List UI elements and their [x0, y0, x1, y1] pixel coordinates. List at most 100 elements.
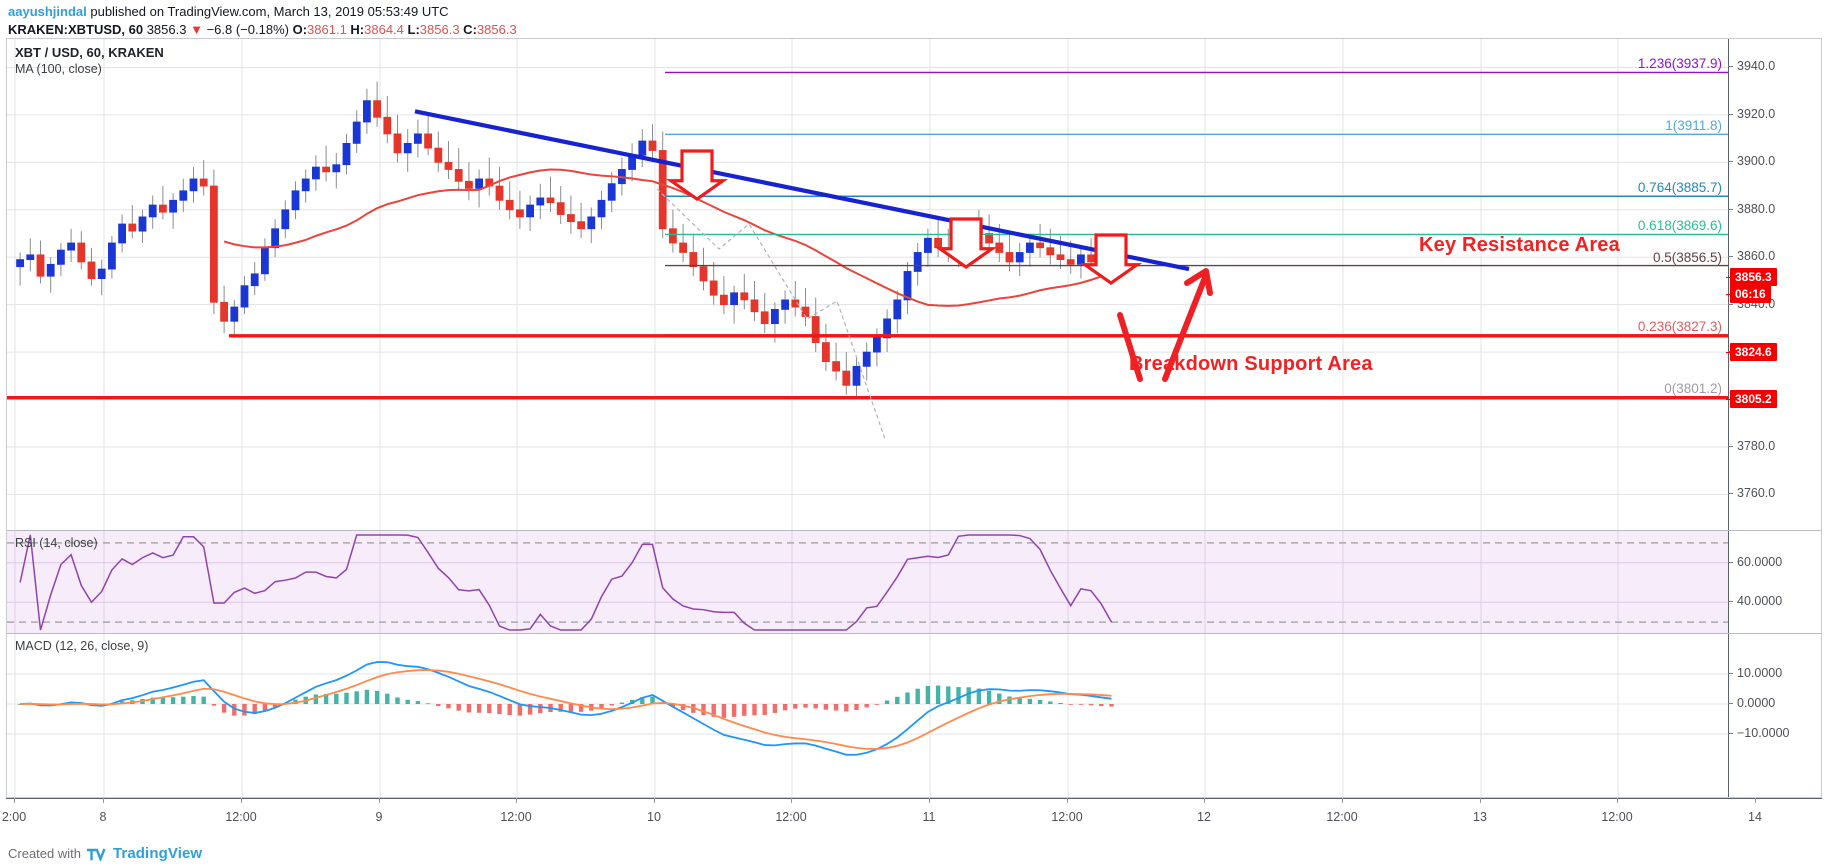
price-axis-macd[interactable]: 10.0000 0.0000 −10.0000 [1728, 633, 1821, 799]
tick-mark [1728, 113, 1733, 115]
time-tick [1204, 798, 1205, 803]
tick-mark [1728, 303, 1733, 305]
rsi-pane[interactable] [7, 530, 1728, 633]
price-tick-label: 3760.0 [1737, 486, 1776, 501]
macd-chart-svg[interactable] [7, 634, 1728, 797]
time-tick-label: 9 [375, 810, 383, 824]
close-label: C: [459, 22, 477, 37]
macd-pane[interactable] [7, 633, 1728, 797]
time-tick [791, 798, 792, 803]
tick-mark [1728, 161, 1733, 163]
tick-mark [1728, 703, 1733, 704]
published-text: published on TradingView.com, March 13, … [86, 4, 449, 19]
price-badge[interactable]: 3856.3 [1726, 268, 1777, 286]
price-tick-label: 3900.0 [1737, 154, 1776, 169]
fib-level-label: 0(3801.2) [1664, 380, 1722, 396]
price-axis[interactable]: 3940.03920.03900.03880.03860.03840.03820… [1726, 39, 1821, 799]
tick-mark [1728, 256, 1733, 258]
time-tick-label: 14 [1748, 810, 1762, 824]
rsi-tick-label: 60.0000 [1737, 554, 1783, 569]
time-tick [654, 798, 655, 803]
tradingview-logo-icon[interactable] [86, 847, 107, 861]
fib-level-label: 0.618(3869.6) [1637, 218, 1722, 234]
symbol-ohlc-line: KRAKEN:XBTUSD, 60 3856.3 ▼ −6.8 (−0.18%)… [8, 22, 517, 38]
last-price: 3856.3 [146, 22, 187, 37]
time-tick [1342, 798, 1343, 803]
chart-annotation: Key Resistance Area [1419, 234, 1620, 256]
tick-mark [1728, 66, 1733, 68]
time-tick-label: 13 [1473, 810, 1487, 824]
down-arrow-icon: ▼ [190, 22, 203, 37]
time-axis[interactable]: 2:00 8 12:00 9 12:00 10 12:00 11 12:00 12 12:00 13 1… [2, 798, 1822, 828]
chart-header: aayushjindal published on TradingView.co… [8, 4, 517, 38]
macd-tick-label: −10.0000 [1737, 726, 1790, 740]
chart-annotation: Breakdown Support Area [1129, 353, 1373, 375]
fib-level-label: 0.236(3827.3) [1637, 318, 1722, 334]
publisher-line: aayushjindal published on TradingView.co… [8, 4, 517, 20]
time-tick [1755, 798, 1756, 803]
tick-mark [1728, 673, 1733, 674]
time-tick-label: 12:00 [1601, 810, 1633, 824]
chart-frame[interactable]: XBT / USD, 60, KRAKEN MA (100, close) RS… [6, 38, 1822, 798]
price-change: −6.8 (−0.18%) [202, 22, 293, 37]
tick-mark [1728, 208, 1733, 210]
time-tick-label: 12:00 [775, 810, 807, 824]
time-tick [1617, 798, 1618, 803]
time-tick-label: 8 [99, 810, 107, 824]
time-tick [14, 798, 15, 803]
tick-mark [1728, 445, 1733, 447]
time-axis-line [6, 798, 1822, 799]
fib-level-label: 0.5(3856.5) [1652, 249, 1722, 265]
plot-area[interactable]: XBT / USD, 60, KRAKEN MA (100, close) RS… [7, 39, 1728, 797]
time-tick-label: 12 [1197, 810, 1211, 824]
price-tick-label: 3860.0 [1737, 249, 1776, 264]
price-badge[interactable]: 3824.6 [1726, 343, 1777, 361]
time-tick [241, 798, 242, 803]
price-pane[interactable] [7, 39, 1728, 530]
time-tick [1067, 798, 1068, 803]
time-tick-label: 12:00 [225, 810, 257, 824]
rsi-chart-svg[interactable] [7, 531, 1728, 633]
price-tick-label: 3780.0 [1737, 438, 1776, 453]
symbol-label[interactable]: KRAKEN:XBTUSD, 60 [8, 22, 147, 37]
open-label: O: [292, 22, 308, 37]
low-label: L: [403, 22, 420, 37]
price-axis-rsi[interactable]: 60.0000 40.0000 [1728, 530, 1821, 633]
open-value: 3861.1 [307, 22, 347, 37]
price-axis-main[interactable]: 3940.03920.03900.03880.03860.03840.03820… [1726, 39, 1821, 530]
time-tick-label: 11 [922, 810, 936, 824]
tick-mark [1728, 601, 1733, 603]
price-badge[interactable]: 3805.2 [1726, 390, 1777, 408]
macd-tick-label: 0.0000 [1737, 696, 1776, 710]
high-label: H: [346, 22, 365, 37]
close-value: 3856.3 [476, 22, 517, 37]
price-badge[interactable]: 06:16 [1726, 285, 1771, 303]
time-tick [103, 798, 104, 803]
rsi-tick-label: 40.0000 [1737, 594, 1783, 609]
price-tick-label: 3880.0 [1737, 201, 1776, 216]
time-tick-label: 12:00 [1326, 810, 1358, 824]
time-tick-label: 2:00 [1, 810, 27, 824]
tick-mark [1728, 493, 1733, 495]
tradingview-brand[interactable]: TradingView [112, 845, 203, 862]
created-with-text: Created with [8, 846, 81, 861]
price-chart-svg[interactable] [7, 39, 1728, 530]
time-tick [516, 798, 517, 803]
time-tick-label: 10 [647, 810, 661, 824]
author-name[interactable]: aayushjindal [8, 4, 87, 19]
time-tick [929, 798, 930, 803]
fib-level-label: 0.764(3885.7) [1637, 180, 1722, 196]
low-value: 3856.3 [419, 22, 460, 37]
fib-level-label: 1.236(3937.9) [1637, 56, 1722, 72]
high-value: 3864.4 [364, 22, 404, 37]
price-tick-label: 3940.0 [1737, 59, 1776, 74]
tick-mark [1728, 561, 1733, 563]
price-tick-label: 3920.0 [1737, 106, 1776, 121]
time-tick-label: 12:00 [500, 810, 532, 824]
time-tick-label: 12:00 [1051, 810, 1083, 824]
tick-mark [1728, 733, 1733, 734]
fib-level-label: 1(3911.8) [1665, 118, 1722, 134]
time-tick [1480, 798, 1481, 803]
macd-tick-label: 10.0000 [1737, 666, 1783, 680]
time-tick [379, 798, 380, 803]
